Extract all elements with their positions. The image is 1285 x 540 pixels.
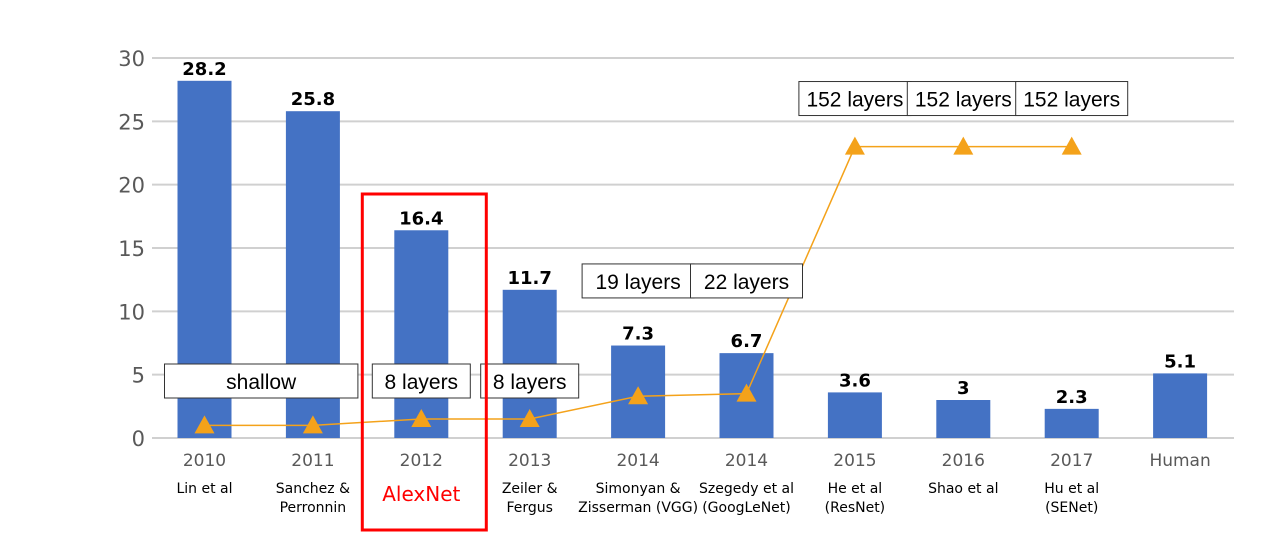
annotation-box — [581, 263, 695, 299]
x-tick-label: 2015 — [833, 451, 876, 471]
value-labels: 28.2 25.8 16.4 11.7 7.3 6.7 3.6 3 2.3 5.1 — [182, 59, 1196, 408]
x-axis: 2010 Lin et al 2011 Sanchez & Perronnin 2012 A… — [176, 451, 1210, 516]
y-axis: 0 5 10 15 20 25 30 — [118, 47, 145, 451]
x-tick-label: 2016 — [942, 451, 985, 471]
y-tick-label: 5 — [132, 364, 145, 388]
bar-value-label: 28.2 — [182, 59, 226, 80]
method-label: Simonyan & — [596, 481, 681, 497]
x-tick-label: Human — [1149, 451, 1210, 471]
annotation-text: shallow — [226, 371, 297, 394]
y-tick-label: 15 — [118, 237, 145, 261]
bar-value-label: 5.1 — [1164, 351, 1196, 372]
x-tick-label: 2012 — [400, 451, 443, 471]
layer-annotations: shallow 8 layers 8 layers 19 layers 22 layer… — [164, 81, 1129, 399]
x-tick-label: 2017 — [1050, 451, 1093, 471]
bar — [936, 400, 991, 438]
bar — [1044, 408, 1099, 438]
depth-marker-triangle — [844, 136, 865, 155]
method-label: Szegedy et al — [699, 481, 794, 497]
annotation-text: 8 layers — [385, 371, 459, 394]
x-tick-label: 2011 — [291, 451, 334, 471]
annotation-text: 152 layers — [915, 89, 1012, 112]
x-tick-label: 2013 — [508, 451, 551, 471]
method-label: Zisserman (VGG) — [578, 500, 698, 516]
bar — [1153, 373, 1208, 438]
bar-value-label: 25.8 — [291, 89, 335, 110]
y-tick-label: 20 — [118, 174, 145, 198]
method-label: Lin et al — [176, 481, 232, 497]
x-tick-label: 2014 — [616, 451, 659, 471]
method-label: Perronnin — [280, 500, 347, 516]
annotation-box — [371, 363, 471, 399]
y-tick-label: 0 — [132, 427, 145, 451]
alexnet-highlight — [360, 192, 488, 532]
x-tick-label: 2010 — [183, 451, 226, 471]
bar — [394, 230, 449, 438]
y-tick-label: 10 — [118, 300, 145, 324]
depth-marker-triangle — [1061, 136, 1082, 155]
y-tick-label: 30 — [118, 47, 145, 71]
bar-value-label: 6.7 — [731, 331, 763, 352]
y-tick-label: 25 — [118, 110, 145, 134]
annotation-box — [164, 363, 359, 399]
method-label: Zeiler & — [502, 481, 558, 497]
depth-line — [194, 136, 1082, 434]
method-label: (ResNet) — [825, 500, 886, 516]
method-label: Fergus — [506, 500, 552, 516]
bar — [827, 392, 882, 438]
annotation-text: 22 layers — [704, 271, 789, 294]
depth-marker-triangle — [519, 409, 540, 427]
depth-marker-triangle — [194, 415, 215, 434]
annotation-text: 152 layers — [806, 89, 903, 112]
method-label: He et al — [828, 481, 883, 497]
bar-value-label: 2.3 — [1056, 387, 1088, 408]
bar-value-label: 11.7 — [507, 268, 551, 289]
depth-marker-triangle — [302, 415, 323, 434]
depth-marker-triangle — [628, 386, 649, 405]
depth-marker-triangle — [411, 409, 432, 427]
x-tick-label: 2014 — [725, 451, 768, 471]
bar-value-label: 3 — [957, 378, 970, 399]
bar-value-label: 16.4 — [399, 208, 443, 229]
annotation-box — [480, 363, 580, 399]
annotation-text: 152 layers — [1023, 89, 1120, 112]
annotation-box — [1015, 81, 1129, 117]
annotation-text: 8 layers — [493, 371, 567, 394]
alexnet-label: AlexNet — [382, 482, 460, 506]
method-label: (SENet) — [1045, 500, 1098, 516]
bar-value-label: 3.6 — [839, 370, 871, 391]
method-label: (GoogLeNet) — [702, 500, 791, 516]
depth-marker-triangle — [736, 383, 757, 402]
method-label: Hu et al — [1044, 481, 1099, 497]
alexnet-highlight-box — [360, 192, 488, 532]
bar-value-label: 7.3 — [622, 324, 654, 345]
depth-marker-triangle — [953, 136, 974, 155]
annotation-text: 19 layers — [595, 271, 680, 294]
method-label: Shao et al — [928, 481, 998, 497]
annotation-box — [690, 263, 803, 299]
method-label: Sanchez & — [276, 481, 350, 497]
annotation-box — [798, 81, 912, 117]
